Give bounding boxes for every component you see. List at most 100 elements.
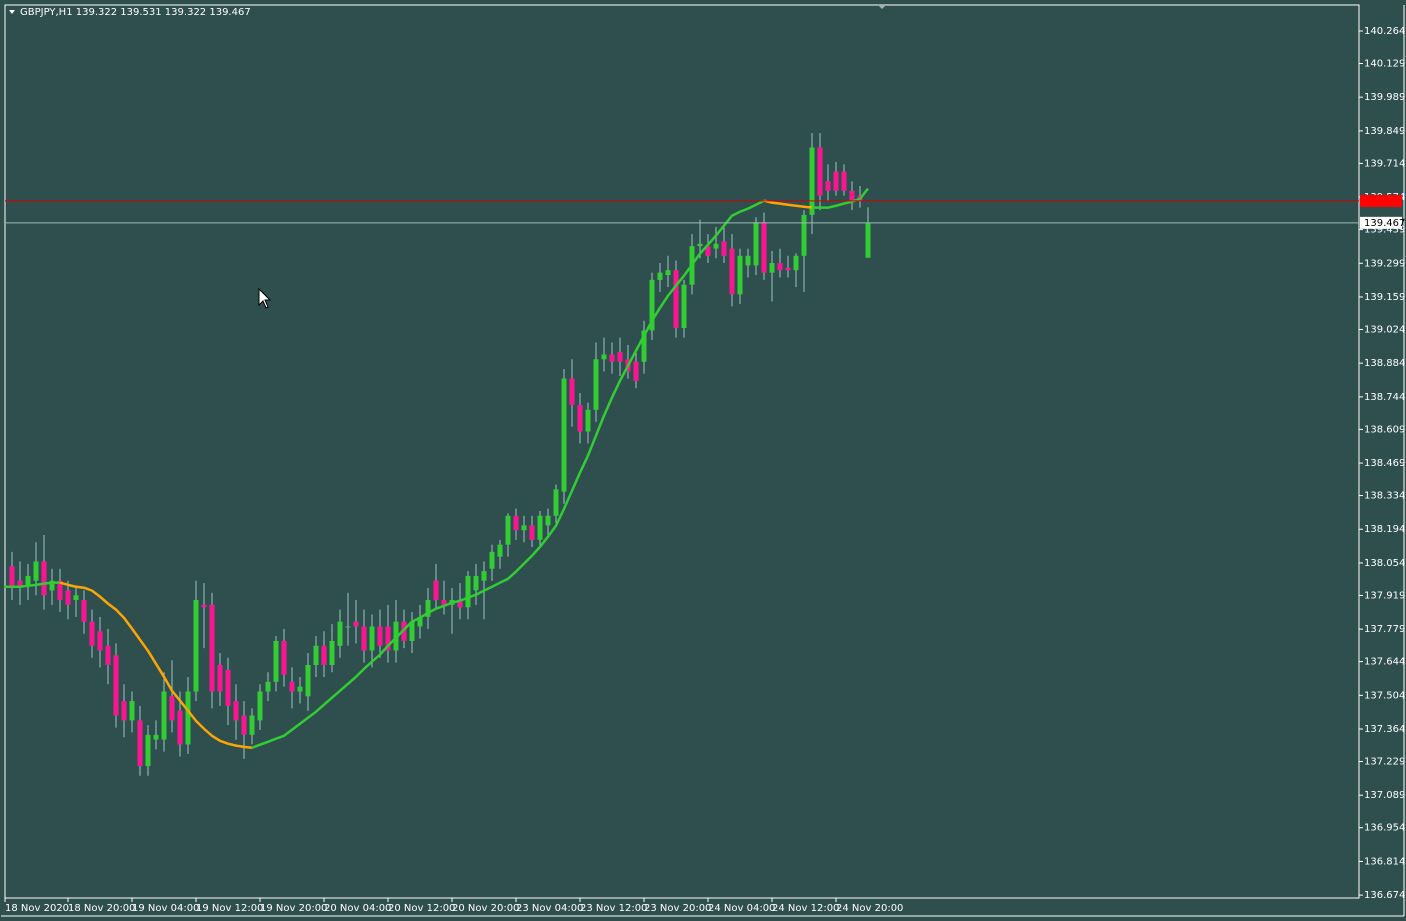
candle-body <box>441 600 447 605</box>
candle-body <box>473 575 479 591</box>
candle-body <box>521 525 527 531</box>
chart-title: GBPJPY,H1 139.322 139.531 139.322 139.46… <box>20 7 251 18</box>
candle-body <box>753 222 759 266</box>
y-tick-label: 136.954 <box>1364 823 1405 834</box>
x-tick-label: 20 Nov 04:00 <box>324 903 391 914</box>
y-tick-label: 138.054 <box>1364 558 1405 569</box>
y-tick-label: 138.194 <box>1364 524 1405 535</box>
moving-average <box>4 581 60 589</box>
candle-body <box>793 255 799 271</box>
candle-body <box>513 515 519 531</box>
x-tick-label: 18 Nov 2020 <box>5 903 69 914</box>
x-tick-label: 20 Nov 20:00 <box>452 903 519 914</box>
y-tick-label: 138.334 <box>1364 491 1405 502</box>
candle-body <box>737 255 743 295</box>
x-tick-label: 23 Nov 20:00 <box>644 903 711 914</box>
y-tick-label: 138.469 <box>1364 458 1405 469</box>
candle-body <box>641 330 647 362</box>
y-tick-label: 137.644 <box>1364 657 1405 668</box>
candle-body <box>321 645 327 666</box>
candle-body <box>537 515 543 540</box>
candle-body <box>593 359 599 410</box>
menu-triangle[interactable] <box>9 10 15 14</box>
moving-average <box>59 581 253 750</box>
bid-label-box <box>1360 216 1402 229</box>
candle-body <box>681 284 687 329</box>
moving-average <box>251 199 765 749</box>
candle-body <box>609 354 615 362</box>
candle-body <box>721 241 727 256</box>
y-tick-label: 138.884 <box>1364 358 1405 369</box>
candle-body <box>209 604 215 692</box>
candle-body <box>313 645 319 666</box>
candle-body <box>465 575 471 608</box>
candle-body <box>817 147 823 196</box>
candle-body <box>761 222 767 273</box>
y-tick-label: 137.364 <box>1364 724 1405 735</box>
candle-body <box>633 361 639 381</box>
mouse-cursor <box>258 287 272 309</box>
candle-body <box>665 270 671 276</box>
candle-body <box>369 626 375 651</box>
candle-body <box>57 580 63 601</box>
x-tick-label: 18 Nov 20:00 <box>68 903 135 914</box>
candle-body <box>329 640 335 666</box>
candle-body <box>649 279 655 331</box>
candle-body <box>161 691 167 740</box>
x-tick-label: 24 Nov 20:00 <box>836 903 903 914</box>
moving-average <box>763 199 813 209</box>
x-tick-label: 19 Nov 04:00 <box>132 903 199 914</box>
candle-body <box>233 701 239 721</box>
x-tick-label: 23 Nov 12:00 <box>580 903 647 914</box>
candle-body <box>561 378 567 492</box>
candle-body <box>545 515 551 526</box>
candle-body <box>113 655 119 716</box>
y-tick-label: 139.714 <box>1364 158 1405 169</box>
candle-body <box>73 595 79 601</box>
candle-body <box>105 645 111 666</box>
candle-body <box>225 669 231 706</box>
candle-body <box>289 681 295 692</box>
y-tick-label: 140.129 <box>1364 58 1405 69</box>
candle-body <box>353 621 359 627</box>
candle-body <box>377 626 383 646</box>
x-tick-label: 23 Nov 04:00 <box>516 903 583 914</box>
y-tick-label: 136.814 <box>1364 856 1405 867</box>
candle-body <box>265 681 271 692</box>
candle-body <box>49 580 55 591</box>
candle-body <box>617 352 623 362</box>
candle-body <box>425 600 431 617</box>
y-tick-label: 137.779 <box>1364 624 1405 635</box>
y-tick-label: 136.674 <box>1364 890 1405 901</box>
candle-body <box>505 515 511 545</box>
candle-body <box>433 580 439 601</box>
candle-body <box>65 590 71 605</box>
plot-area <box>4 4 1360 899</box>
candle-body <box>305 665 311 697</box>
candle-body <box>89 621 95 646</box>
candle-body <box>217 665 223 692</box>
candle-body <box>97 631 103 651</box>
y-tick-label: 137.919 <box>1364 590 1405 601</box>
candle-body <box>249 715 255 735</box>
y-tick-label: 139.849 <box>1364 126 1405 137</box>
candle-body <box>673 270 679 329</box>
candle-body <box>201 604 207 608</box>
y-tick-label: 137.229 <box>1364 757 1405 768</box>
candle-body <box>177 710 183 745</box>
candle-body <box>145 734 151 767</box>
y-tick-label: 137.089 <box>1364 790 1405 801</box>
y-tick-label: 137.504 <box>1364 690 1405 701</box>
marks <box>4 133 1359 776</box>
candle-body <box>785 267 791 271</box>
candle-body <box>769 263 775 273</box>
x-tick-label: 24 Nov 04:00 <box>708 903 775 914</box>
candle-body <box>17 580 23 586</box>
candle-body <box>577 405 583 432</box>
candle-body <box>361 626 367 651</box>
candle-body <box>257 691 263 721</box>
candle-body <box>481 571 487 581</box>
candle-body <box>297 686 303 692</box>
